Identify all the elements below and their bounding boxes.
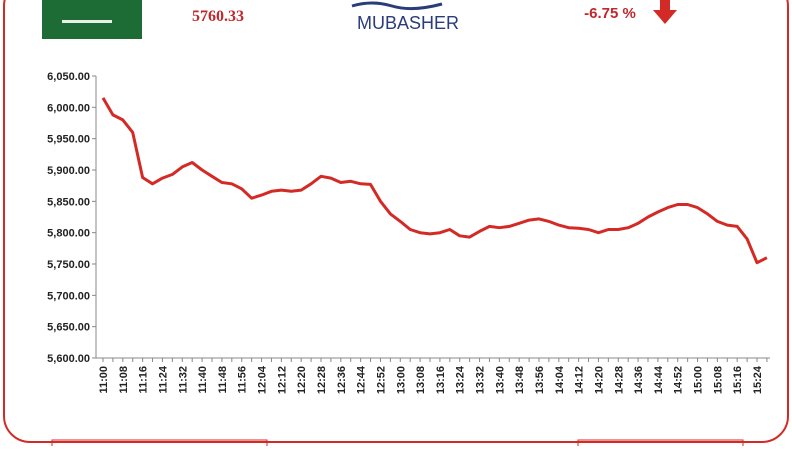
y-tick-label: 5,650.00 (47, 322, 90, 334)
x-tick-label: 12:52 (375, 366, 387, 394)
x-tick-label: 11:16 (138, 366, 150, 394)
x-tick-label: 15:16 (732, 366, 744, 394)
x-tick-label: 14:20 (593, 366, 605, 394)
x-tick-label: 12:44 (356, 365, 368, 394)
logo-text: MUBASHER (357, 13, 459, 33)
flag (42, 0, 142, 39)
y-tick-label: 5,600.00 (47, 353, 90, 365)
price-line (101, 97, 768, 265)
y-tick-label: 5,850.00 (47, 196, 90, 208)
x-tick-label: 14:04 (554, 365, 566, 394)
x-tick-label: 11:08 (118, 366, 130, 394)
down-arrow (653, 0, 677, 24)
flag-sword (62, 20, 112, 23)
x-tick-label: 13:00 (395, 366, 407, 394)
x-tick-label: 15:24 (752, 365, 764, 394)
x-tick-label: 12:28 (316, 366, 328, 394)
x-tick-label: 13:24 (455, 365, 467, 394)
x-tick-label: 15:08 (712, 366, 724, 394)
y-tick-label: 5,950.00 (47, 134, 90, 146)
x-tick-label: 11:00 (98, 366, 110, 394)
frame (3, 0, 789, 443)
x-tick-label: 12:36 (336, 366, 348, 394)
x-tick-label: 11:40 (197, 366, 209, 394)
x-tick-label: 14:28 (613, 366, 625, 394)
x-tick-label: 11:56 (237, 366, 249, 394)
x-tick-label: 13:56 (534, 366, 546, 394)
x-tick-label: 14:12 (574, 366, 586, 394)
x-tick-label: 13:08 (415, 366, 427, 394)
logo-mark (351, 1, 443, 11)
x-tick-label: 15:00 (693, 366, 705, 394)
x-tick-label: 11:24 (157, 365, 169, 393)
y-tick-label: 6,000.00 (47, 102, 90, 114)
change: -6.75 % (584, 5, 636, 22)
x-tick-label: 11:32 (177, 366, 189, 394)
y-tick-label: 5,750.00 (47, 259, 90, 271)
y-tick-label: 6,050.00 (47, 71, 90, 83)
y-tick-label: 5,900.00 (47, 165, 90, 177)
index-value: 5760.33 (192, 8, 244, 25)
x-tick-label: 13:32 (475, 366, 487, 394)
y-tick-label: 5,700.00 (47, 290, 90, 302)
x-tick-label: 11:48 (217, 366, 229, 394)
x-tick-label: 12:04 (257, 365, 269, 394)
x-tick-label: 12:12 (276, 366, 288, 394)
x-tick-label: 14:52 (673, 366, 685, 394)
x-tick-label: 14:36 (633, 366, 645, 394)
x-tick-label: 13:16 (435, 366, 447, 394)
x-tick-label: 13:48 (514, 366, 526, 394)
x-tick-label: 14:44 (653, 365, 665, 394)
x-tick-label: 12:20 (296, 366, 308, 394)
y-tick-label: 5,800.00 (47, 228, 90, 240)
x-tick-label: 13:40 (494, 366, 506, 394)
